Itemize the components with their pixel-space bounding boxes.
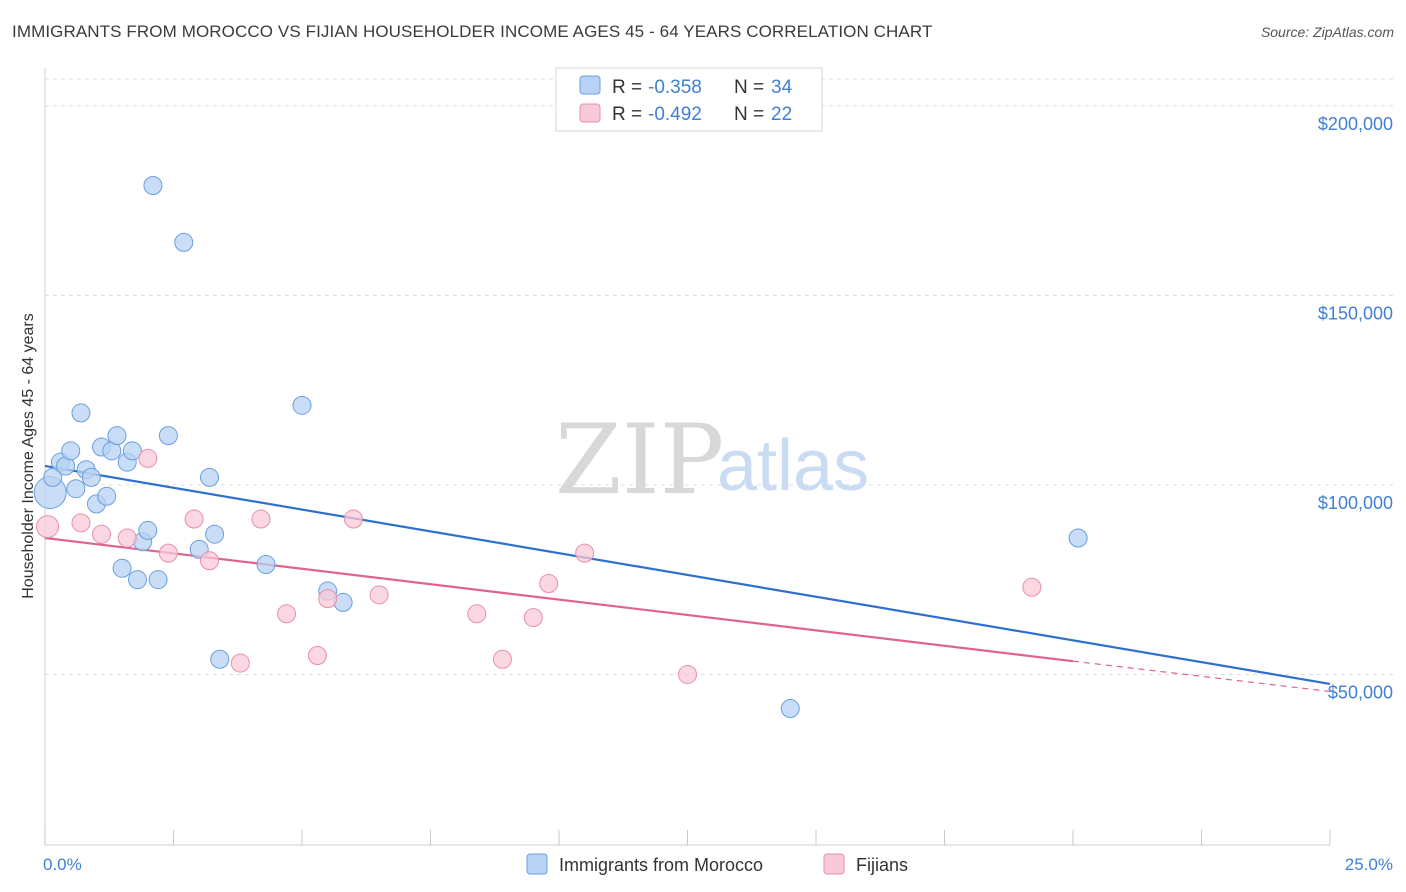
point-morocco-1 bbox=[43, 467, 63, 487]
legend-r-value-fijians: -0.492 bbox=[648, 104, 702, 125]
point-fijians-5 bbox=[138, 448, 158, 468]
point-morocco-5 bbox=[66, 479, 86, 499]
point-morocco-29 bbox=[292, 395, 312, 415]
series-legend-swatch-fijians bbox=[823, 853, 845, 875]
point-fijians-12 bbox=[318, 589, 338, 609]
series-legend-swatch-morocco bbox=[526, 853, 548, 875]
point-morocco-28 bbox=[256, 555, 276, 575]
point-morocco-16 bbox=[122, 441, 142, 461]
source-label: Source: ZipAtlas.com bbox=[1260, 24, 1394, 40]
point-fijians-0 bbox=[36, 515, 60, 539]
legend-n-label-morocco: N = bbox=[734, 77, 764, 98]
point-fijians-11 bbox=[307, 645, 327, 665]
x-tick-label-0: 0.0% bbox=[43, 855, 82, 874]
point-fijians-3 bbox=[117, 528, 137, 548]
legend-r-label-fijians: R = bbox=[612, 104, 642, 125]
point-morocco-32 bbox=[780, 699, 800, 719]
watermark: ZIP atlas bbox=[555, 404, 869, 516]
grid-layer bbox=[45, 78, 1395, 675]
point-fijians-2 bbox=[92, 524, 112, 544]
legend-n-value-morocco: 34 bbox=[771, 77, 793, 98]
series-legend-label-morocco: Immigrants from Morocco bbox=[559, 855, 763, 875]
point-fijians-13 bbox=[343, 509, 363, 529]
trendline-morocco bbox=[44, 464, 1331, 685]
point-morocco-8 bbox=[81, 467, 101, 487]
point-morocco-11 bbox=[97, 486, 117, 506]
point-fijians-1 bbox=[71, 513, 91, 533]
point-fijians-10 bbox=[277, 604, 297, 624]
point-fijians-14 bbox=[369, 585, 389, 605]
point-fijians-17 bbox=[523, 608, 543, 628]
point-morocco-23 bbox=[174, 232, 194, 252]
legend-r-value-morocco: -0.358 bbox=[648, 77, 702, 98]
point-fijians-9 bbox=[251, 509, 271, 529]
y-tick-label-0: $200,000 bbox=[1318, 114, 1393, 134]
point-fijians-18 bbox=[539, 573, 559, 593]
point-fijians-19 bbox=[575, 543, 595, 563]
point-fijians-15 bbox=[467, 604, 487, 624]
point-morocco-20 bbox=[143, 175, 163, 195]
point-morocco-4 bbox=[61, 441, 81, 461]
point-morocco-14 bbox=[112, 558, 132, 578]
series-legend: Immigrants from Morocco Fijians bbox=[526, 853, 908, 875]
point-morocco-13 bbox=[107, 426, 127, 446]
x-tick-label-1: 25.0% bbox=[1345, 855, 1393, 874]
legend-swatch-fijians bbox=[579, 103, 601, 123]
chart-title: IMMIGRANTS FROM MOROCCO VS FIJIAN HOUSEH… bbox=[12, 22, 933, 41]
point-fijians-20 bbox=[678, 664, 697, 684]
legend-n-value-fijians: 22 bbox=[771, 104, 792, 125]
legend-swatch-morocco bbox=[579, 75, 601, 95]
point-fijians-21 bbox=[1022, 577, 1042, 597]
point-morocco-17 bbox=[128, 570, 148, 590]
point-fijians-4 bbox=[158, 543, 178, 563]
point-layer bbox=[33, 175, 1088, 719]
legend-n-label-fijians: N = bbox=[734, 104, 764, 125]
point-morocco-33 bbox=[1068, 528, 1088, 548]
point-fijians-7 bbox=[199, 551, 219, 571]
point-fijians-6 bbox=[184, 509, 204, 529]
point-morocco-26 bbox=[205, 524, 225, 544]
y-tick-label-1: $150,000 bbox=[1318, 303, 1393, 323]
y-tick-label-2: $100,000 bbox=[1318, 493, 1393, 513]
y-tick-label-3: $50,000 bbox=[1328, 682, 1393, 702]
point-fijians-16 bbox=[492, 649, 512, 669]
point-morocco-21 bbox=[148, 570, 168, 590]
tick-layer: $200,000 $150,000 $100,000 $50,000 0.0% 25.0% bbox=[43, 114, 1393, 874]
point-morocco-6 bbox=[71, 403, 91, 423]
watermark-zip: ZIP bbox=[555, 404, 724, 516]
point-morocco-19 bbox=[138, 520, 158, 540]
series-legend-label-fijians: Fijians bbox=[856, 855, 908, 875]
point-morocco-27 bbox=[210, 649, 230, 669]
legend-r-label-morocco: R = bbox=[612, 77, 642, 98]
y-axis-label: Householder Income Ages 45 - 64 years bbox=[20, 313, 37, 599]
watermark-atlas: atlas bbox=[717, 426, 869, 506]
correlation-legend: R = -0.358 N = 34 R = -0.492 N = 22 bbox=[555, 67, 823, 132]
point-morocco-25 bbox=[199, 467, 219, 487]
point-fijians-8 bbox=[230, 653, 250, 673]
point-morocco-22 bbox=[158, 426, 178, 446]
